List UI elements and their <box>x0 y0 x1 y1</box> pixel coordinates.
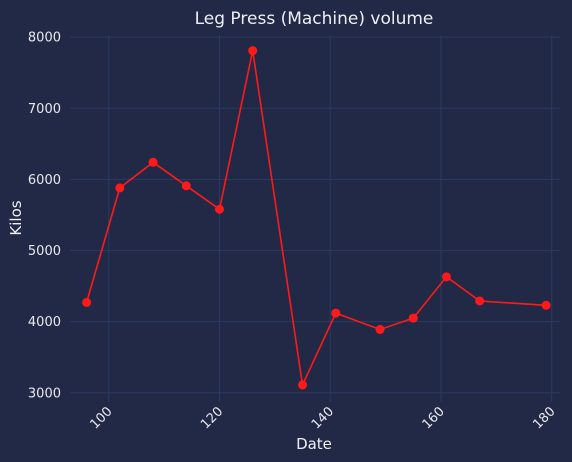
data-point <box>441 272 451 282</box>
data-point <box>248 46 258 56</box>
y-tick-label: 7000 <box>28 102 61 117</box>
series-layer <box>82 46 551 390</box>
x-tick-label: 120 <box>198 404 226 432</box>
y-tick-label: 8000 <box>28 31 61 46</box>
data-point <box>375 324 385 334</box>
x-tick-label: 140 <box>309 404 337 432</box>
grid <box>70 35 560 402</box>
x-axis-ticks: 100 120 140 160 180 <box>87 404 558 432</box>
y-tick-label: 6000 <box>28 173 61 188</box>
y-tick-label: 3000 <box>28 386 61 401</box>
x-tick-label: 100 <box>87 404 115 432</box>
series-line <box>85 50 547 388</box>
data-point <box>408 313 418 323</box>
y-axis-label: Kilos <box>7 200 25 235</box>
data-point <box>298 380 308 390</box>
data-point <box>148 157 158 167</box>
y-tick-label: 4000 <box>28 315 61 330</box>
data-point <box>541 300 551 310</box>
data-point <box>115 183 125 193</box>
data-point <box>331 308 341 318</box>
x-tick-label: 180 <box>530 404 558 432</box>
x-axis-label: Date <box>296 435 332 453</box>
data-point <box>214 204 224 214</box>
data-point <box>82 297 92 307</box>
chart-title: Leg Press (Machine) volume <box>195 9 434 29</box>
y-axis-ticks: 3000 4000 5000 6000 7000 8000 <box>28 31 61 402</box>
data-point <box>475 296 485 306</box>
data-point <box>181 181 191 191</box>
x-tick-label: 160 <box>420 404 448 432</box>
y-tick-label: 5000 <box>28 244 61 259</box>
